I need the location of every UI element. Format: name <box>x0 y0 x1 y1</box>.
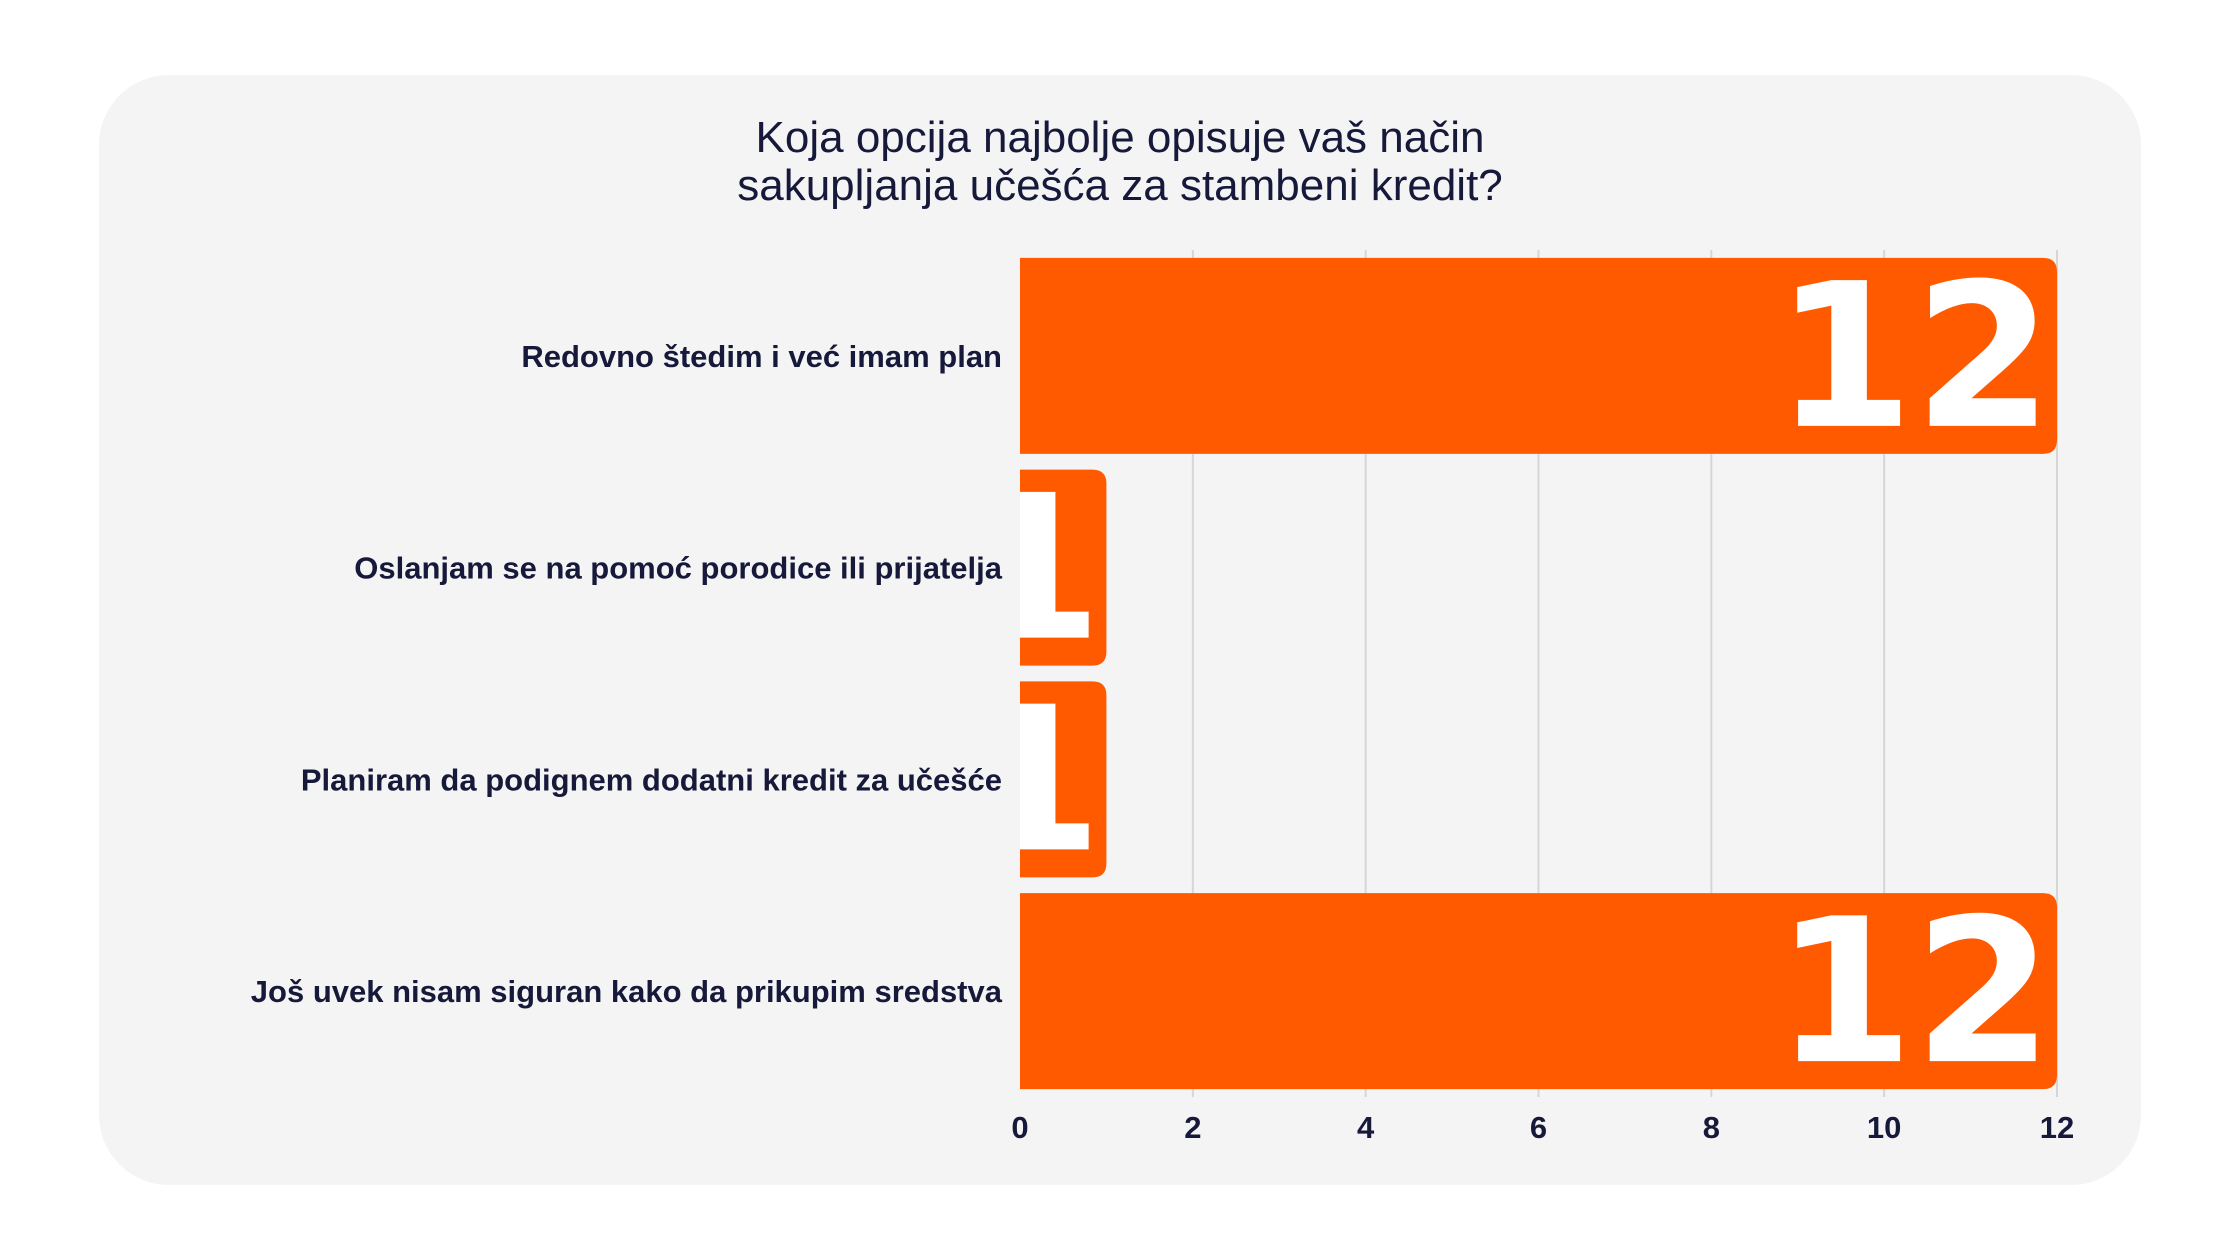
bar-1 <box>1020 257 2057 454</box>
x-tick-label-2: 2 <box>1184 1110 1201 1145</box>
category-label-1: Redovno štedim i već imam plan <box>521 339 1002 374</box>
x-tick-label-4: 4 <box>1357 1110 1375 1145</box>
x-tick-label-0: 0 <box>1011 1110 1028 1145</box>
bar-2 <box>1020 469 1107 666</box>
bar-value-label-3: 1 <box>963 664 1102 897</box>
x-axis: 0 2 4 6 8 10 12 <box>1011 1110 2074 1145</box>
category-label-2: Oslanjam se na pomoć porodice ili prijat… <box>354 551 1003 586</box>
bar-value-label-1: 12 <box>1775 241 2053 474</box>
category-label-3: Planiram da podignem dodatni kredit za u… <box>301 762 1002 797</box>
bar-value-label-4: 12 <box>1775 876 2053 1109</box>
x-tick-label-6: 6 <box>1530 1110 1547 1145</box>
chart-title-line-2: sakupljanja učešća za stambeni kredit? <box>737 161 1503 210</box>
category-labels: Redovno štedim i već imam plan Oslanjam s… <box>251 339 1003 1009</box>
chart-title-line-1: Koja opcija najbolje opisuje vaš način <box>756 113 1485 162</box>
bar-value-label-2: 1 <box>963 453 1102 686</box>
x-tick-label-12: 12 <box>2040 1110 2074 1145</box>
category-label-4: Još uvek nisam siguran kako da prikupim … <box>251 974 1003 1009</box>
bar-4 <box>1020 893 2057 1090</box>
bar-3 <box>1020 681 1107 878</box>
x-tick-label-8: 8 <box>1703 1110 1720 1145</box>
bars: 12 11 12 <box>963 241 2057 1109</box>
x-tick-label-10: 10 <box>1867 1110 1901 1145</box>
